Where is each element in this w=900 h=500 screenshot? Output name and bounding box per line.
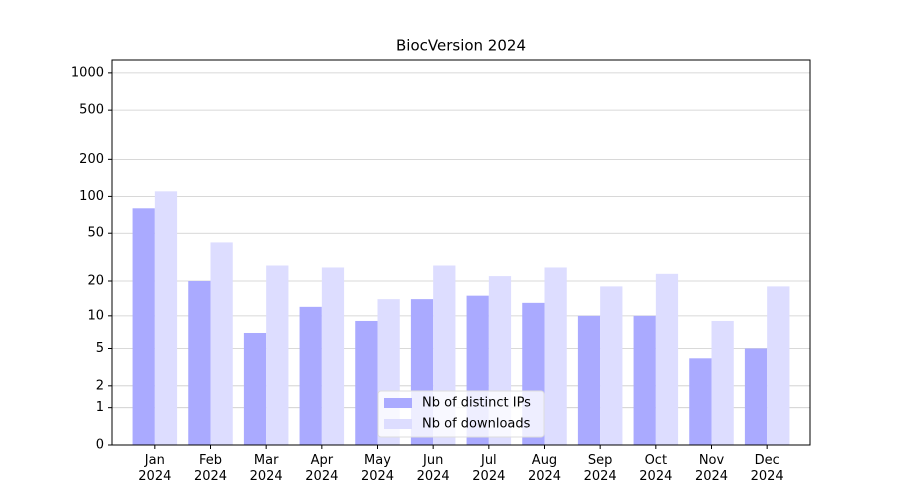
y-tick-label: 1000 (71, 65, 104, 80)
y-tick-label: 200 (79, 152, 104, 167)
legend-box (377, 390, 545, 438)
legend-label: Nb of downloads (422, 417, 531, 432)
legend: Nb of distinct IPs Nb of downloads (377, 390, 545, 438)
x-tick-label: Jul 2024 (472, 453, 506, 484)
bar (266, 265, 289, 445)
x-tick-label: Nov 2024 (694, 453, 729, 484)
x-tick-label: Apr 2024 (305, 453, 339, 484)
plot-frame (111, 59, 811, 446)
bar (633, 315, 656, 445)
bar (355, 320, 378, 445)
x-tick-label: Oct 2024 (639, 453, 673, 484)
x-tick-label: May 2024 (360, 453, 395, 484)
bar (321, 267, 345, 445)
bar (655, 273, 679, 445)
chart-title: BiocVersion 2024 (396, 37, 526, 55)
bar (600, 286, 623, 445)
y-tick-label: 2 (96, 378, 104, 393)
legend-swatch (384, 419, 412, 429)
bar (544, 267, 567, 445)
bar (243, 332, 267, 445)
y-tick-label: 100 (79, 189, 104, 204)
y-tick-label: 0 (96, 438, 104, 453)
bar (154, 191, 178, 445)
bar (711, 320, 734, 445)
bar (210, 242, 233, 445)
x-tick-label: Dec 2024 (750, 453, 784, 484)
x-tick-label: Jan 2024 (138, 453, 172, 484)
bar (689, 358, 712, 445)
bar (132, 208, 155, 445)
y-tick-label: 20 (87, 274, 104, 289)
x-tick-label: Jun 2024 (416, 453, 450, 484)
bar (188, 281, 211, 445)
x-tick-label: Feb 2024 (193, 453, 228, 484)
bar (767, 286, 790, 445)
bar (577, 315, 601, 445)
bar (744, 348, 768, 445)
legend-label: Nb of distinct IPs (422, 396, 531, 411)
y-tick-label: 1 (96, 400, 104, 415)
y-tick-label: 500 (79, 103, 104, 118)
y-tick-label: 50 (87, 226, 104, 241)
y-tick-label: 5 (96, 341, 104, 356)
x-tick-label: Sep 2024 (583, 453, 617, 484)
bar (299, 306, 322, 445)
x-tick-label: Mar 2024 (249, 453, 283, 484)
x-tick-label: Aug 2024 (527, 453, 562, 484)
y-tick-label: 10 (87, 308, 104, 323)
legend-swatch (384, 398, 412, 408)
